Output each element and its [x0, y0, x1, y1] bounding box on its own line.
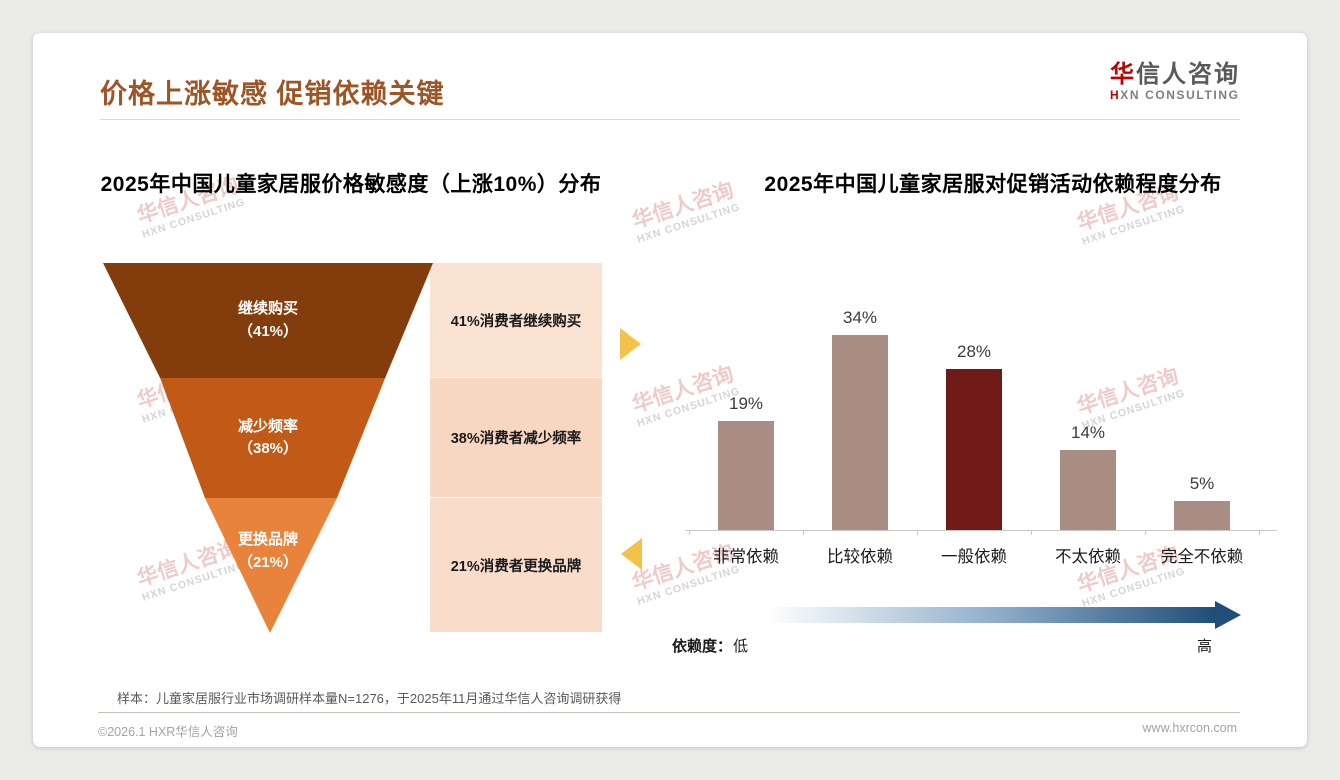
funnel-chart: 继续购买 （41%） 减少频率 （38%） 更换品牌 （21%） [103, 263, 433, 633]
bar-chart-plot: 19% 34% 28% 14% 5% [689, 300, 1259, 530]
copyright-text: ©2026.1 HXR华信人咨询 [98, 725, 238, 739]
dependency-arrow-head-icon [1215, 601, 1241, 629]
logo-chinese: 华信人咨询 [1110, 61, 1240, 88]
funnel-level-label: 更换品牌 （21%） [237, 531, 299, 571]
funnel-level-1: 继续购买 （41%） [103, 263, 433, 378]
funnel-description-panels: 41%消费者继续购买 38%消费者减少频率 21%消费者更换品牌 [430, 263, 602, 633]
company-logo: 华信人咨询 HXN CONSULTING [1110, 61, 1280, 102]
category-label: 不太依赖 [1055, 548, 1121, 566]
title-divider [100, 119, 1240, 120]
axis-tick [803, 530, 804, 535]
funnel-panel-2: 38%消费者减少频率 [430, 378, 602, 498]
bar-一般依赖 [946, 369, 1002, 530]
dependency-gradient-arrow [727, 607, 1215, 623]
bar-value-label: 5% [1189, 474, 1215, 493]
bar-value-label: 34% [842, 308, 878, 327]
bar-不太依赖 [1060, 450, 1116, 530]
x-axis [685, 530, 1277, 531]
dependency-high-label: 高 [1197, 638, 1213, 655]
category-label: 非常依赖 [713, 548, 779, 566]
funnel-level-3: 更换品牌 （21%） [204, 498, 337, 633]
axis-tick [689, 530, 690, 535]
bar-value-label: 14% [1070, 423, 1106, 442]
website-url: www.hxrcon.com [1142, 721, 1237, 735]
funnel-panel-1: 41%消费者继续购买 [430, 263, 602, 378]
arrow-right-icon [620, 328, 641, 360]
page-title: 价格上涨敏感 促销依赖关键 [100, 79, 445, 109]
slide-card: 华信人咨询 HXN CONSULTING 华信人咨询 HXN CONSULTING 华信… [33, 33, 1307, 747]
funnel-level-label: 继续购买 （41%） [237, 300, 299, 340]
axis-tick [1145, 530, 1146, 535]
axis-tick [1031, 530, 1032, 535]
dependency-low-label: 低 [733, 638, 749, 655]
sample-footnote: 样本：儿童家居服行业市场调研样本量N=1276，于2025年11月通过华信人咨询… [117, 691, 622, 706]
funnel-level-label: 减少频率 （38%） [237, 417, 299, 458]
bar-非常依赖 [718, 421, 774, 530]
bar-value-label: 19% [728, 394, 764, 413]
axis-tick [1259, 530, 1260, 535]
bar-value-label: 28% [956, 342, 992, 361]
axis-tick [917, 530, 918, 535]
funnel-chart-title: 2025年中国儿童家居服价格敏感度（上涨10%）分布 [100, 173, 602, 196]
category-label: 完全不依赖 [1160, 548, 1244, 566]
category-labels: 非常依赖 比较依赖 一般依赖 不太依赖 完全不依赖 [689, 543, 1259, 567]
funnel-level-2: 减少频率 （38%） [160, 378, 386, 498]
category-label: 一般依赖 [941, 548, 1007, 566]
bar-比较依赖 [832, 335, 888, 530]
category-label: 比较依赖 [827, 548, 893, 566]
bar-chart-title: 2025年中国儿童家居服对促销活动依赖程度分布 [764, 173, 1222, 196]
logo-english: HXN CONSULTING [1110, 87, 1240, 102]
bar-完全不依赖 [1174, 501, 1230, 530]
arrow-left-icon [621, 538, 642, 570]
funnel-panel-3: 21%消费者更换品牌 [430, 498, 602, 633]
dependency-scale-label: 依赖度： [672, 638, 733, 655]
footer-divider [98, 712, 1240, 713]
